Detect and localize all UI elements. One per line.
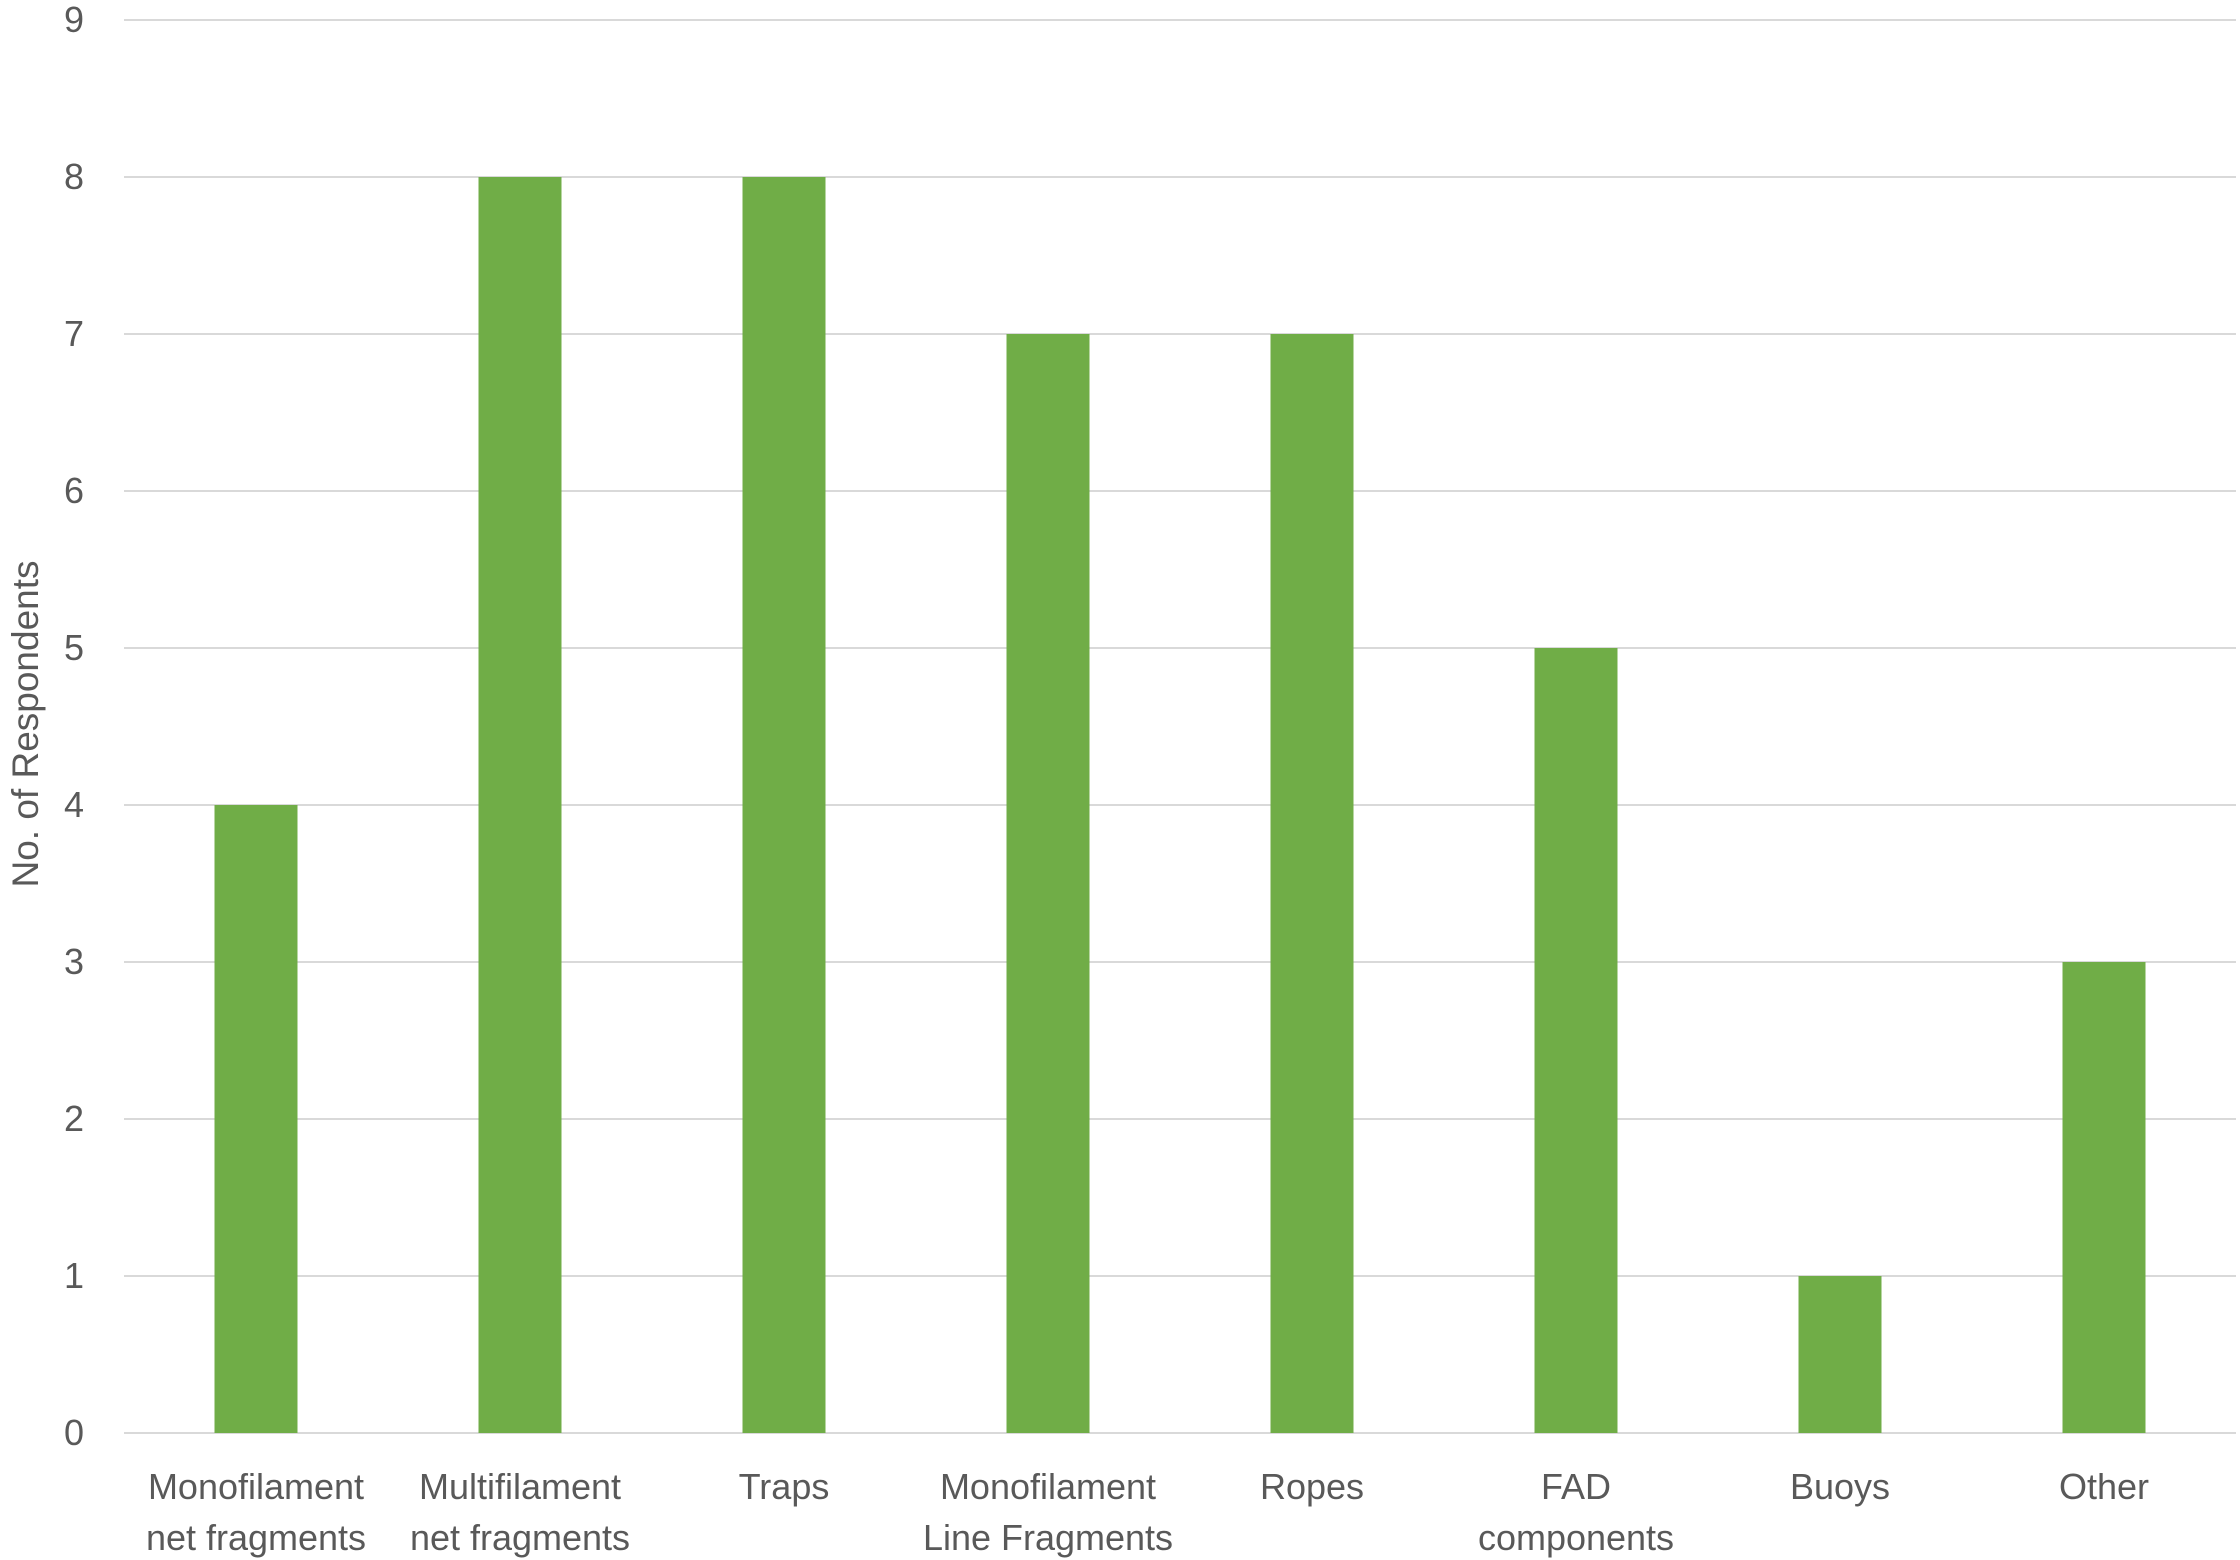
bars [214, 177, 2146, 1433]
x-category-label: Other [2059, 1466, 2149, 1507]
y-tick-label: 3 [64, 941, 84, 982]
y-tick-label: 1 [64, 1255, 84, 1296]
y-tick-label: 4 [64, 784, 84, 825]
y-tick-label: 2 [64, 1098, 84, 1139]
bar [1798, 1276, 1882, 1433]
x-category-label: Monofilament [148, 1466, 364, 1507]
x-category-label: Monofilament [940, 1466, 1156, 1507]
x-axis-labels: Monofilament net fragments Multifilament ne… [146, 1466, 2149, 1558]
x-category-label: net fragments [146, 1517, 366, 1558]
y-tick-label: 6 [64, 470, 84, 511]
x-category-label: Traps [739, 1466, 830, 1507]
y-axis-title: No. of Respondents [5, 560, 46, 887]
x-category-label: FAD [1541, 1466, 1611, 1507]
y-tick-label: 9 [64, 0, 84, 40]
gridlines [124, 19, 2236, 1434]
bar [214, 805, 298, 1433]
x-category-label: net fragments [410, 1517, 630, 1558]
y-tick-label: 7 [64, 313, 84, 354]
y-axis-ticks: 0 1 2 3 4 5 6 7 8 9 [64, 0, 84, 1453]
x-category-label: Multifilament [419, 1466, 621, 1507]
y-tick-label: 5 [64, 627, 84, 668]
bar [1270, 334, 1354, 1433]
bar [1006, 334, 1090, 1433]
bar [1534, 648, 1618, 1433]
y-tick-label: 0 [64, 1412, 84, 1453]
y-tick-label: 8 [64, 156, 84, 197]
x-category-label: Line Fragments [923, 1517, 1173, 1558]
x-category-label: components [1478, 1517, 1674, 1558]
bar [2062, 962, 2146, 1433]
x-category-label: Ropes [1260, 1466, 1364, 1507]
bar [478, 177, 562, 1433]
bar [742, 177, 826, 1433]
x-category-label: Buoys [1790, 1466, 1890, 1507]
